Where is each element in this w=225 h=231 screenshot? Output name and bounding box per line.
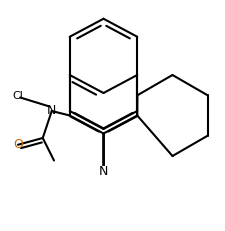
Text: Cl: Cl bbox=[13, 91, 23, 101]
Text: O: O bbox=[13, 138, 23, 151]
Text: N: N bbox=[99, 165, 108, 178]
Text: N: N bbox=[47, 104, 56, 118]
